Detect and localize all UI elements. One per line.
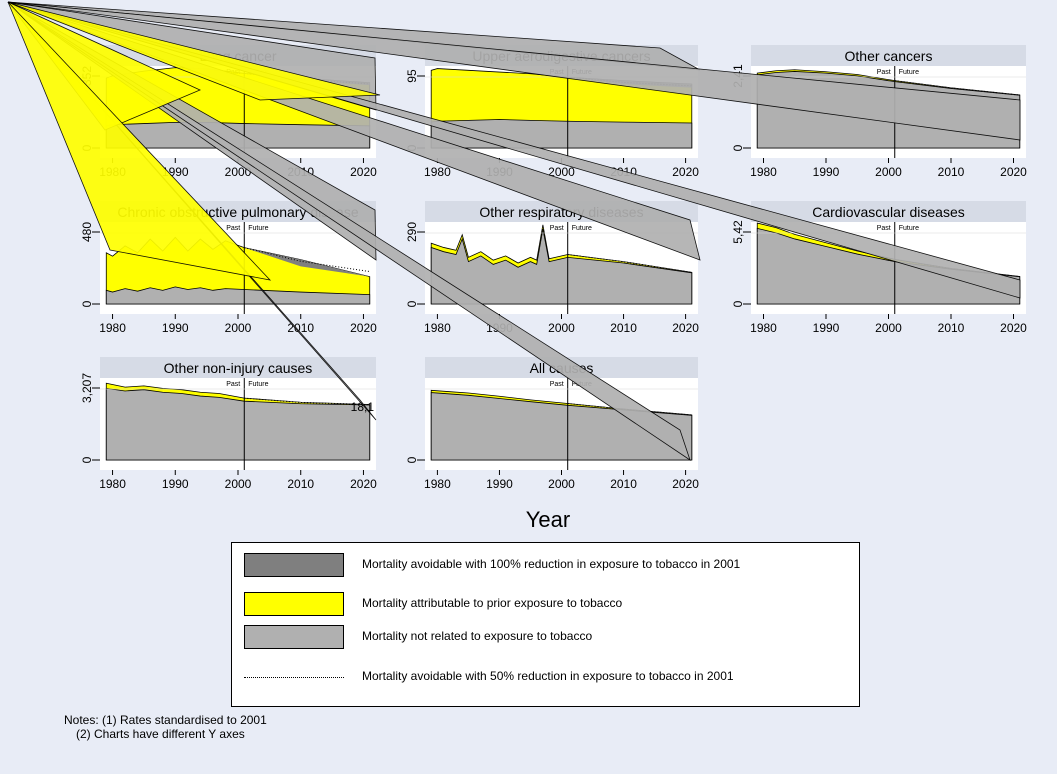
legend-label-avoidable-50: Mortality avoidable with 50% reduction i… <box>362 669 734 683</box>
panel-8: All causesPastFuture01980199020002010202… <box>405 357 699 491</box>
clipped-value-label: 18,1 <box>351 400 375 414</box>
x-tick-label: 1990 <box>162 477 189 491</box>
avoidable-50-line <box>567 403 692 416</box>
fan-wedge-8 <box>7 1 691 461</box>
legend-item-attributable: Mortality attributable to prior exposure… <box>244 592 844 618</box>
title-bar <box>100 357 376 378</box>
x-tick-label: 2010 <box>610 477 637 491</box>
x-tick-label: 1980 <box>99 477 126 491</box>
legend-item-not-related: Mortality not related to exposure to tob… <box>244 625 844 651</box>
legend-label-not-related: Mortality not related to exposure to tob… <box>362 629 593 643</box>
title-bar <box>751 201 1026 222</box>
x-tick-label: 2020 <box>350 321 377 335</box>
x-tick-label: 2010 <box>938 321 965 335</box>
x-tick-label: 1990 <box>813 165 840 179</box>
not-related-area <box>430 392 693 461</box>
x-tick-label: 2000 <box>875 321 902 335</box>
fan-wedge-3 <box>7 1 1021 141</box>
x-tick-label: 1990 <box>162 321 189 335</box>
avoidable-100-area <box>244 398 370 405</box>
x-tick-label: 2020 <box>1000 165 1027 179</box>
x-tick-label: 1980 <box>99 321 126 335</box>
past-label: Past <box>226 225 240 232</box>
notes-line-1: Notes: (1) Rates standardised to 2001 <box>64 713 267 727</box>
avoidable-50-line <box>894 80 1020 96</box>
panel-7: Other non-injury causes Past Future 0 3,207 1… <box>80 357 377 491</box>
x-tick-label: 2010 <box>287 321 314 335</box>
y-tick-label-top: 95 <box>405 69 419 83</box>
legend-item-avoidable-100: Mortality avoidable with 100% reduction … <box>244 553 844 579</box>
x-tick-label: 2000 <box>548 477 575 491</box>
fan-wedge-10 <box>7 1 381 101</box>
x-tick-label: 2020 <box>672 477 699 491</box>
not-related-area <box>105 286 371 305</box>
past-label: Past <box>550 225 564 232</box>
x-tick-label: 2000 <box>548 165 575 179</box>
x-tick-label: 2000 <box>875 165 902 179</box>
avoidable-50-line <box>244 397 370 406</box>
future-label: Future <box>899 69 919 76</box>
x-tick-label: 2010 <box>610 321 637 335</box>
overlay-fan <box>7 1 1021 461</box>
y-tick-label-top: 480 <box>80 222 94 242</box>
future-label: Future <box>572 225 592 232</box>
panel-title: Cardiovascular diseases <box>812 204 965 220</box>
x-tick-label: 2020 <box>672 321 699 335</box>
x-tick-label: 1980 <box>424 165 451 179</box>
x-axis-title: Year <box>526 507 570 532</box>
y-tick-label-top: 5,42 <box>731 220 745 244</box>
notes: Notes: (1) Rates standardised to 2001 (2… <box>64 713 267 741</box>
x-tick-label: 2010 <box>938 165 965 179</box>
legend: Mortality avoidable with 100% reduction … <box>231 542 860 707</box>
panel-title: Other cancers <box>845 48 933 64</box>
title-bar <box>751 45 1026 66</box>
y-tick-label-zero: 0 <box>80 300 94 307</box>
x-tick-label: 2010 <box>287 477 314 491</box>
legend-swatch-attributable <box>244 592 344 616</box>
y-tick-label-zero: 0 <box>405 300 419 307</box>
y-tick-label-top: 3,207 <box>80 373 94 403</box>
panel-title: Other non-injury causes <box>164 360 313 376</box>
legend-label-attributable: Mortality attributable to prior exposure… <box>362 596 623 610</box>
x-tick-label: 1990 <box>813 321 840 335</box>
x-tick-label: 1980 <box>750 321 777 335</box>
x-tick-label: 2020 <box>1000 321 1027 335</box>
x-tick-label: 2000 <box>225 477 252 491</box>
y-tick-label-zero: 0 <box>405 456 419 463</box>
future-label: Future <box>248 225 268 232</box>
y-tick-label-top: 290 <box>405 222 419 242</box>
x-tick-label: 1980 <box>424 321 451 335</box>
past-label: Past <box>877 225 891 232</box>
notes-line-2: (2) Charts have different Y axes <box>76 727 245 741</box>
future-label: Future <box>899 225 919 232</box>
x-tick-label: 2000 <box>225 321 252 335</box>
fan-wedge-11 <box>7 1 272 281</box>
legend-swatch-avoidable-100 <box>244 553 344 577</box>
avoidable-100-area <box>244 247 370 277</box>
legend-swatch-avoidable-50 <box>244 677 344 678</box>
future-label: Future <box>248 381 268 388</box>
legend-item-avoidable-50: Mortality avoidable with 50% reduction i… <box>244 665 844 691</box>
legend-label-avoidable-100: Mortality avoidable with 100% reduction … <box>362 557 741 571</box>
y-tick-label-zero: 0 <box>731 144 745 151</box>
not-related-area <box>430 228 693 305</box>
avoidable-50-line <box>567 254 692 273</box>
x-tick-label: 2020 <box>350 477 377 491</box>
legend-swatch-not-related <box>244 625 344 649</box>
x-tick-label: 1980 <box>750 165 777 179</box>
past-label: Past <box>550 381 564 388</box>
x-tick-label: 1980 <box>424 477 451 491</box>
x-tick-label: 2000 <box>548 321 575 335</box>
past-label: Past <box>877 69 891 76</box>
past-label: Past <box>226 381 240 388</box>
x-tick-label: 2020 <box>672 165 699 179</box>
not-related-area <box>105 387 371 461</box>
y-tick-label-zero: 0 <box>80 456 94 463</box>
y-tick-label-zero: 0 <box>731 300 745 307</box>
x-tick-label: 2020 <box>350 165 377 179</box>
x-tick-label: 1990 <box>486 477 513 491</box>
